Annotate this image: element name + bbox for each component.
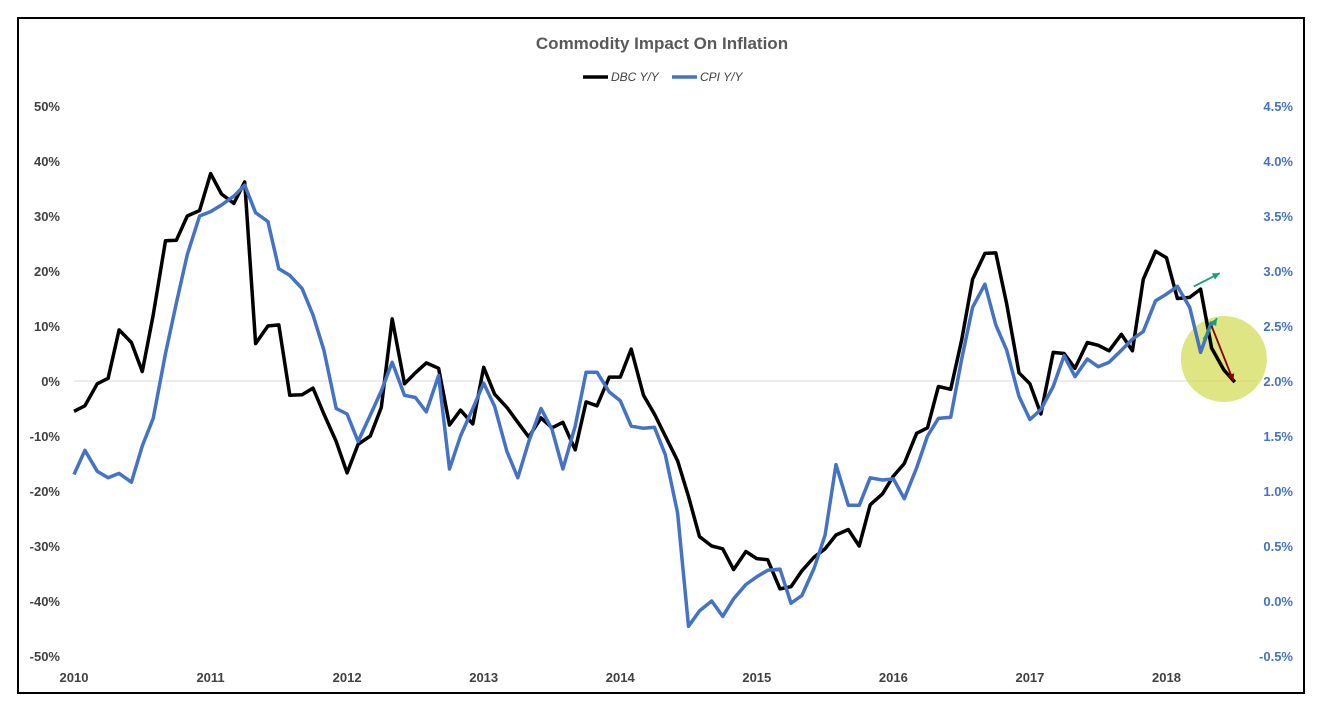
x-tick-label: 2012 bbox=[333, 670, 362, 685]
right-tick-label: 1.5% bbox=[1263, 429, 1293, 444]
x-tick-label: 2017 bbox=[1015, 670, 1044, 685]
legend-label-dbc: DBC Y/Y bbox=[611, 70, 660, 84]
left-tick-label: -50% bbox=[30, 649, 61, 664]
x-tick-label: 2010 bbox=[60, 670, 89, 685]
left-tick-label: -20% bbox=[30, 484, 61, 499]
x-tick-label: 2013 bbox=[469, 670, 498, 685]
left-axis: 50% 40% 30% 20% 10% 0% -10% -20% -30% -40% -50% bbox=[30, 99, 61, 664]
right-tick-label: 3.5% bbox=[1263, 209, 1293, 224]
left-tick-label: -10% bbox=[30, 429, 61, 444]
right-tick-label: 0.5% bbox=[1263, 539, 1293, 554]
left-tick-label: 30% bbox=[34, 209, 60, 224]
series-line-cpi bbox=[72, 183, 1214, 629]
annotation-arrow-head bbox=[1227, 373, 1235, 381]
right-axis: 4.5% 4.0% 3.5% 3.0% 2.5% 2.0% 1.5% 1.0% 0.5% 0.0%… bbox=[1259, 99, 1293, 664]
annotation-arrow-head bbox=[1210, 318, 1218, 327]
x-axis: 2010 2011 2012 2013 2014 2015 2016 2017 2018 bbox=[60, 670, 1181, 685]
annotation-arrows bbox=[1193, 272, 1235, 382]
legend: DBC Y/Y CPI Y/Y bbox=[583, 70, 743, 84]
annotation-arrow-head bbox=[1211, 273, 1220, 280]
right-tick-label: 0.0% bbox=[1263, 594, 1293, 609]
series-line-dbc bbox=[73, 171, 1237, 591]
right-tick-label: 3.0% bbox=[1263, 264, 1293, 279]
series-layer bbox=[72, 171, 1237, 629]
x-tick-label: 2011 bbox=[196, 670, 224, 685]
right-tick-label: -0.5% bbox=[1259, 649, 1293, 664]
right-tick-label: 2.0% bbox=[1263, 374, 1293, 389]
x-tick-label: 2014 bbox=[606, 670, 636, 685]
right-tick-label: 4.5% bbox=[1263, 99, 1293, 114]
right-tick-label: 1.0% bbox=[1263, 484, 1293, 499]
left-tick-label: 40% bbox=[34, 154, 60, 169]
x-tick-label: 2018 bbox=[1152, 670, 1181, 685]
left-tick-label: -40% bbox=[30, 594, 61, 609]
chart-title: Commodity Impact On Inflation bbox=[536, 34, 788, 53]
legend-label-cpi: CPI Y/Y bbox=[700, 70, 743, 84]
left-tick-label: 20% bbox=[34, 264, 60, 279]
left-tick-label: 10% bbox=[34, 319, 60, 334]
x-tick-label: 2015 bbox=[742, 670, 771, 685]
chart-frame bbox=[17, 17, 1305, 694]
left-tick-label: 0% bbox=[41, 374, 60, 389]
annotation-arrow-line bbox=[1210, 325, 1235, 382]
x-tick-label: 2016 bbox=[879, 670, 908, 685]
left-tick-label: -30% bbox=[30, 539, 61, 554]
right-tick-label: 4.0% bbox=[1263, 154, 1293, 169]
left-tick-label: 50% bbox=[34, 99, 60, 114]
right-tick-label: 2.5% bbox=[1263, 319, 1293, 334]
